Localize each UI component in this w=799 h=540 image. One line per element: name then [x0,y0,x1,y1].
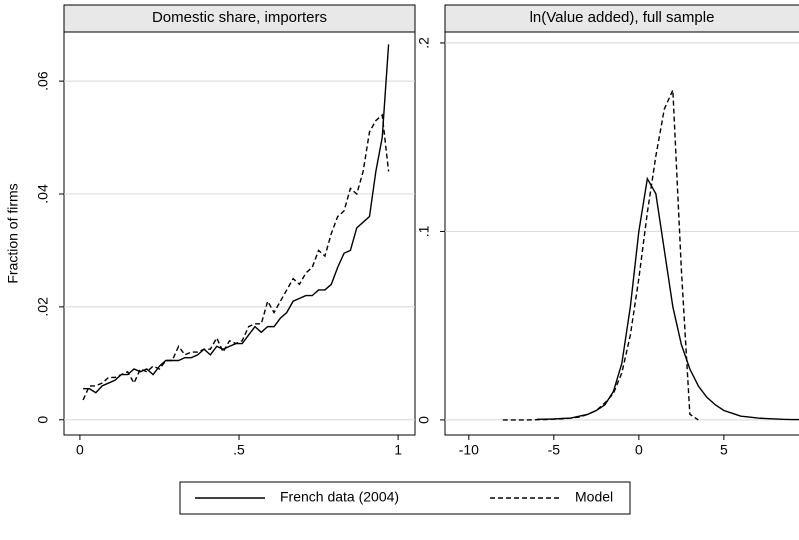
series-line [82,113,390,401]
series-line [536,176,799,421]
plot-area [63,31,416,436]
x-tick-label: .5 [233,442,245,458]
y-tick-label: 0 [35,416,51,424]
x-tick-label: 5 [720,442,728,458]
legend-label: French data (2004) [280,489,399,505]
panel-title: ln(Value added), full sample [530,9,715,26]
x-tick-label: -10 [459,442,479,458]
legend-label: Model [575,489,613,505]
y-tick-label: .2 [416,37,432,49]
x-tick-label: -5 [548,442,561,458]
y-axis-label: Fraction of firms [5,183,21,283]
y-tick-label: .1 [416,225,432,237]
series-line [502,89,699,421]
plot-area [444,31,799,436]
x-tick-label: 0 [76,442,84,458]
x-tick-label: 1 [394,442,402,458]
y-tick-label: .04 [35,184,51,204]
title-band [444,4,799,33]
panel-title: Domestic share, importers [152,9,327,26]
y-tick-label: 0 [416,416,432,424]
x-tick-label: 0 [635,442,643,458]
y-tick-label: .02 [35,297,51,317]
title-band [63,4,416,33]
y-tick-label: .06 [35,71,51,91]
